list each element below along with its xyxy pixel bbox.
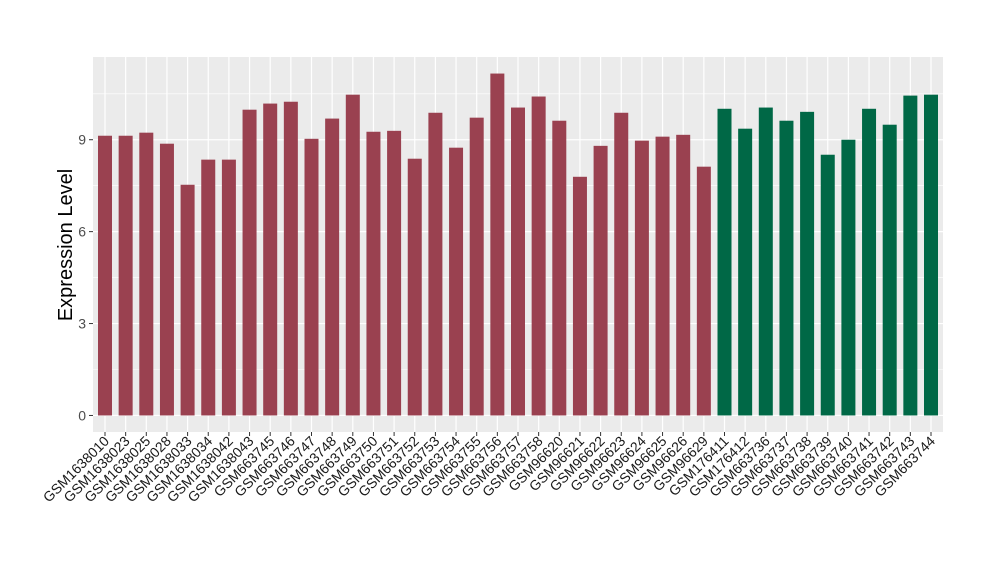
bar — [366, 131, 381, 416]
bar — [407, 158, 422, 416]
bars — [98, 73, 938, 416]
bar — [304, 138, 319, 416]
y-tick-label: 9 — [78, 132, 86, 148]
bar — [118, 135, 133, 416]
bar — [924, 94, 938, 416]
bar — [820, 154, 835, 416]
bar — [428, 112, 443, 416]
bar — [449, 147, 464, 416]
bar — [696, 166, 711, 416]
bar — [531, 96, 546, 416]
bar — [201, 159, 216, 416]
bar — [738, 128, 753, 416]
bar — [779, 120, 794, 416]
bar — [139, 132, 154, 416]
bar — [903, 95, 918, 416]
y-tick-label: 0 — [78, 407, 86, 423]
bar — [511, 107, 525, 416]
bar — [758, 107, 773, 416]
bar — [862, 108, 877, 416]
bar — [283, 101, 298, 416]
bar — [634, 140, 649, 416]
y-tick-label: 6 — [78, 224, 86, 240]
bar — [841, 139, 856, 416]
bar — [469, 117, 484, 416]
bar — [614, 112, 629, 416]
y-axis: 0 3 6 9 — [78, 132, 93, 423]
bar — [676, 134, 691, 416]
bar — [242, 109, 257, 416]
bar — [655, 136, 670, 416]
bar — [159, 143, 174, 416]
bar — [98, 135, 112, 416]
bar — [552, 120, 567, 416]
bar — [593, 145, 608, 416]
y-axis-title: Expression Level — [55, 169, 77, 321]
bar — [221, 159, 236, 416]
bar — [263, 103, 278, 416]
bar — [180, 184, 195, 416]
bar — [572, 176, 587, 416]
bar — [717, 108, 732, 416]
bar — [882, 124, 897, 416]
x-axis: GSM1638010GSM1638023GSM1638025GSM1638028… — [40, 432, 938, 505]
bar — [800, 111, 815, 416]
bar — [325, 118, 340, 416]
bar — [345, 94, 360, 416]
y-tick-label: 3 — [78, 316, 86, 332]
bar — [387, 130, 402, 416]
bar — [490, 73, 505, 416]
